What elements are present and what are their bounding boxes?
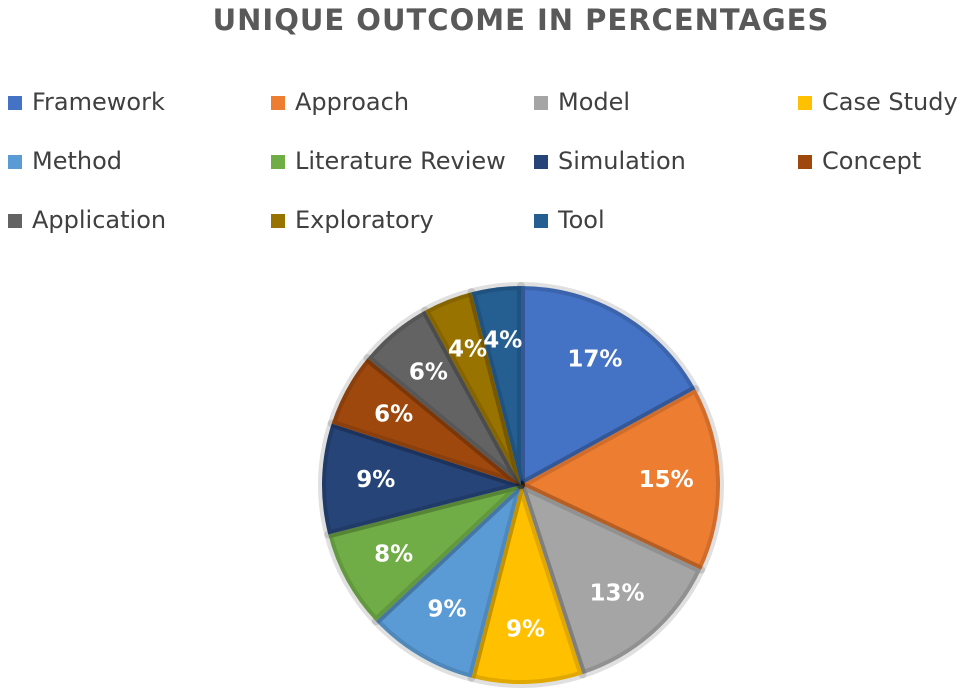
legend-label: Framework <box>32 88 165 116</box>
pie-slice <box>327 354 525 489</box>
legend-label: Concept <box>822 147 921 175</box>
data-label: 17% <box>567 346 622 372</box>
legend-label: Simulation <box>558 147 686 175</box>
pie-slice <box>517 481 706 679</box>
pie-slice <box>467 282 525 489</box>
legend-swatch <box>271 155 285 169</box>
legend-label: Exploratory <box>295 206 434 234</box>
legend-swatch <box>534 96 548 110</box>
legend-label: Case Study <box>822 88 958 116</box>
pie-slice <box>324 481 525 626</box>
data-label: 6% <box>374 402 413 428</box>
pie-slice <box>517 385 724 574</box>
pie-slice <box>517 282 700 489</box>
legend-swatch <box>798 96 812 110</box>
data-label: 6% <box>409 360 448 386</box>
legend-label: Tool <box>557 206 605 234</box>
data-label: 9% <box>428 597 467 623</box>
data-label: 13% <box>590 580 645 606</box>
legend-swatch <box>271 214 285 228</box>
legend-swatch <box>798 155 812 169</box>
legend-swatch <box>8 214 22 228</box>
data-label: 4% <box>483 327 522 353</box>
chart-title: UNIQUE OUTCOME IN PERCENTAGES <box>213 3 830 37</box>
pie-slice <box>371 481 525 682</box>
legend-label: Method <box>32 147 122 175</box>
legend-swatch <box>534 155 548 169</box>
legend-swatch <box>8 96 22 110</box>
legend-swatch <box>534 214 548 228</box>
legend-label: Approach <box>295 88 409 116</box>
legend-swatch <box>271 96 285 110</box>
legend: Framework Approach Model Case Study Method Li… <box>8 88 958 234</box>
legend-label: Literature Review <box>295 147 506 175</box>
pie-slice <box>421 288 525 489</box>
legend-swatch <box>8 155 22 169</box>
data-label: 9% <box>506 617 545 643</box>
data-label: 4% <box>448 336 487 362</box>
data-labels: 17%15%13%9%9%8%9%6%6%4%4% <box>356 327 693 642</box>
data-label: 15% <box>639 467 694 493</box>
data-label: 9% <box>356 467 395 493</box>
data-label: 8% <box>374 541 413 567</box>
pie-slice <box>318 419 525 539</box>
legend-label: Model <box>558 88 630 116</box>
legend-label: Application <box>32 206 166 234</box>
pie-slice <box>363 306 525 489</box>
pie <box>318 282 724 688</box>
pie-slice <box>467 481 587 688</box>
